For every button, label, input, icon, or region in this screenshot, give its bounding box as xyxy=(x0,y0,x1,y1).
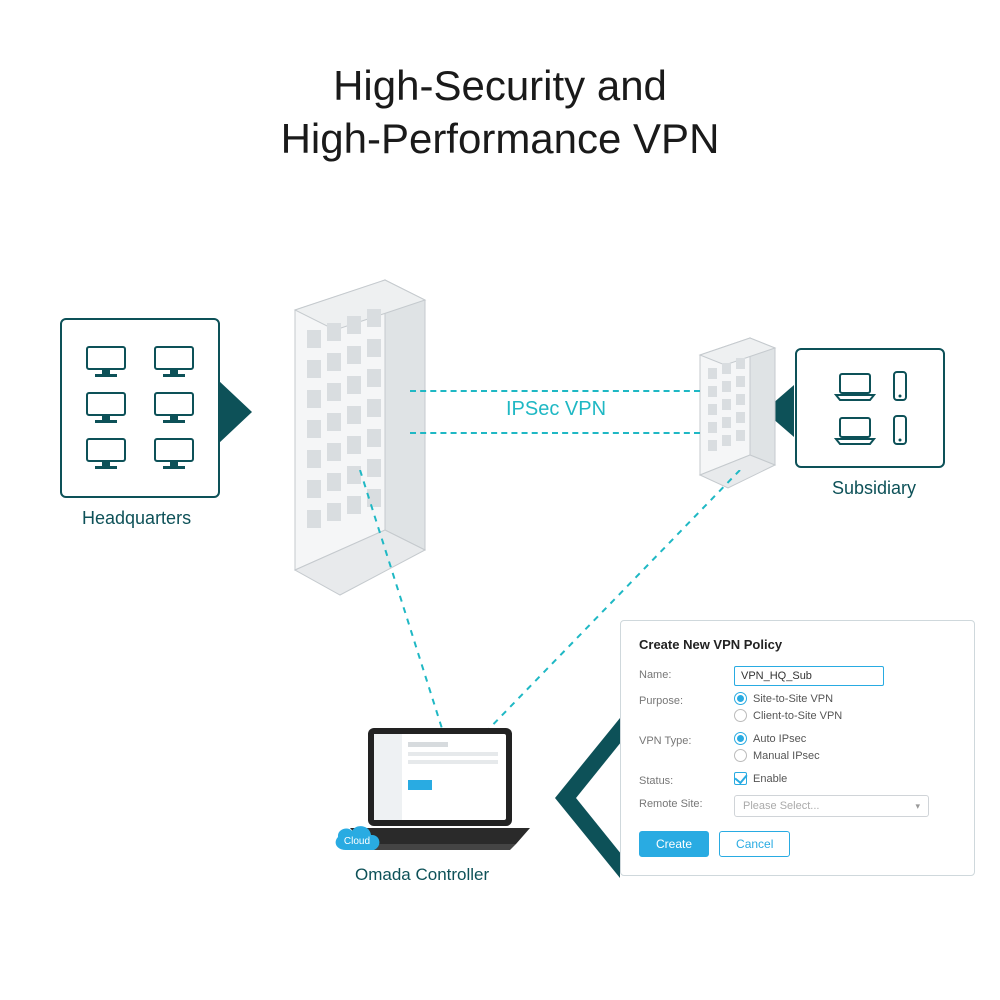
purpose-option[interactable]: Client-to-Site VPN xyxy=(734,709,956,722)
checkbox-icon xyxy=(734,772,747,785)
vpntype-option[interactable]: Auto IPsec xyxy=(734,732,956,745)
vpntype-label: VPN Type: xyxy=(639,732,734,747)
title-line-2: High-Performance VPN xyxy=(281,115,720,162)
tunnel-label: IPSec VPN xyxy=(500,398,612,421)
monitor-icon xyxy=(77,388,135,428)
vpntype-option-label: Auto IPsec xyxy=(753,733,806,745)
create-button[interactable]: Create xyxy=(639,831,709,857)
radio-icon xyxy=(734,749,747,762)
cancel-button[interactable]: Cancel xyxy=(719,831,790,857)
laptop-icon xyxy=(830,411,880,449)
monitor-icon xyxy=(77,434,135,474)
hq-label: Headquarters xyxy=(82,508,191,529)
title-line-1: High-Security and xyxy=(333,62,667,109)
monitor-icon xyxy=(145,342,203,382)
monitor-icon xyxy=(145,434,203,474)
chevron-down-icon: ▾ xyxy=(915,801,920,812)
laptop-icon xyxy=(830,367,880,405)
radio-icon xyxy=(734,709,747,722)
radio-icon xyxy=(734,732,747,745)
monitor-icon xyxy=(145,388,203,428)
svg-text:Cloud: Cloud xyxy=(344,836,370,847)
remote-placeholder: Please Select... xyxy=(743,800,819,812)
status-check-label: Enable xyxy=(753,773,787,785)
vpn-form-panel: Create New VPN Policy Name: Purpose: Sit… xyxy=(620,620,975,876)
subsidiary-devices-box xyxy=(795,348,945,468)
purpose-label: Purpose: xyxy=(639,692,734,707)
subsidiary-label: Subsidiary xyxy=(832,478,916,499)
vpntype-option[interactable]: Manual IPsec xyxy=(734,749,956,762)
page-title: High-Security and High-Performance VPN xyxy=(0,60,1000,165)
form-title: Create New VPN Policy xyxy=(639,637,956,652)
cloud-icon: Cloud xyxy=(328,820,386,858)
form-arrow-icon xyxy=(555,718,620,878)
monitor-icon xyxy=(77,342,135,382)
name-input[interactable] xyxy=(734,666,884,686)
name-label: Name: xyxy=(639,666,734,681)
hq-devices-box xyxy=(60,318,220,498)
status-checkbox[interactable]: Enable xyxy=(734,772,956,785)
status-label: Status: xyxy=(639,772,734,787)
phone-icon xyxy=(890,367,910,405)
controller-label: Omada Controller xyxy=(355,865,489,885)
purpose-option-label: Site-to-Site VPN xyxy=(753,693,833,705)
tunnel-top-line xyxy=(410,390,700,392)
purpose-option-label: Client-to-Site VPN xyxy=(753,710,842,722)
remote-site-select[interactable]: Please Select... ▾ xyxy=(734,795,929,817)
remote-label: Remote Site: xyxy=(639,795,734,810)
vpntype-option-label: Manual IPsec xyxy=(753,750,820,762)
diag-left-line xyxy=(350,470,470,750)
phone-icon xyxy=(890,411,910,449)
purpose-option[interactable]: Site-to-Site VPN xyxy=(734,692,956,705)
radio-icon xyxy=(734,692,747,705)
tunnel-bottom-line xyxy=(410,432,700,434)
